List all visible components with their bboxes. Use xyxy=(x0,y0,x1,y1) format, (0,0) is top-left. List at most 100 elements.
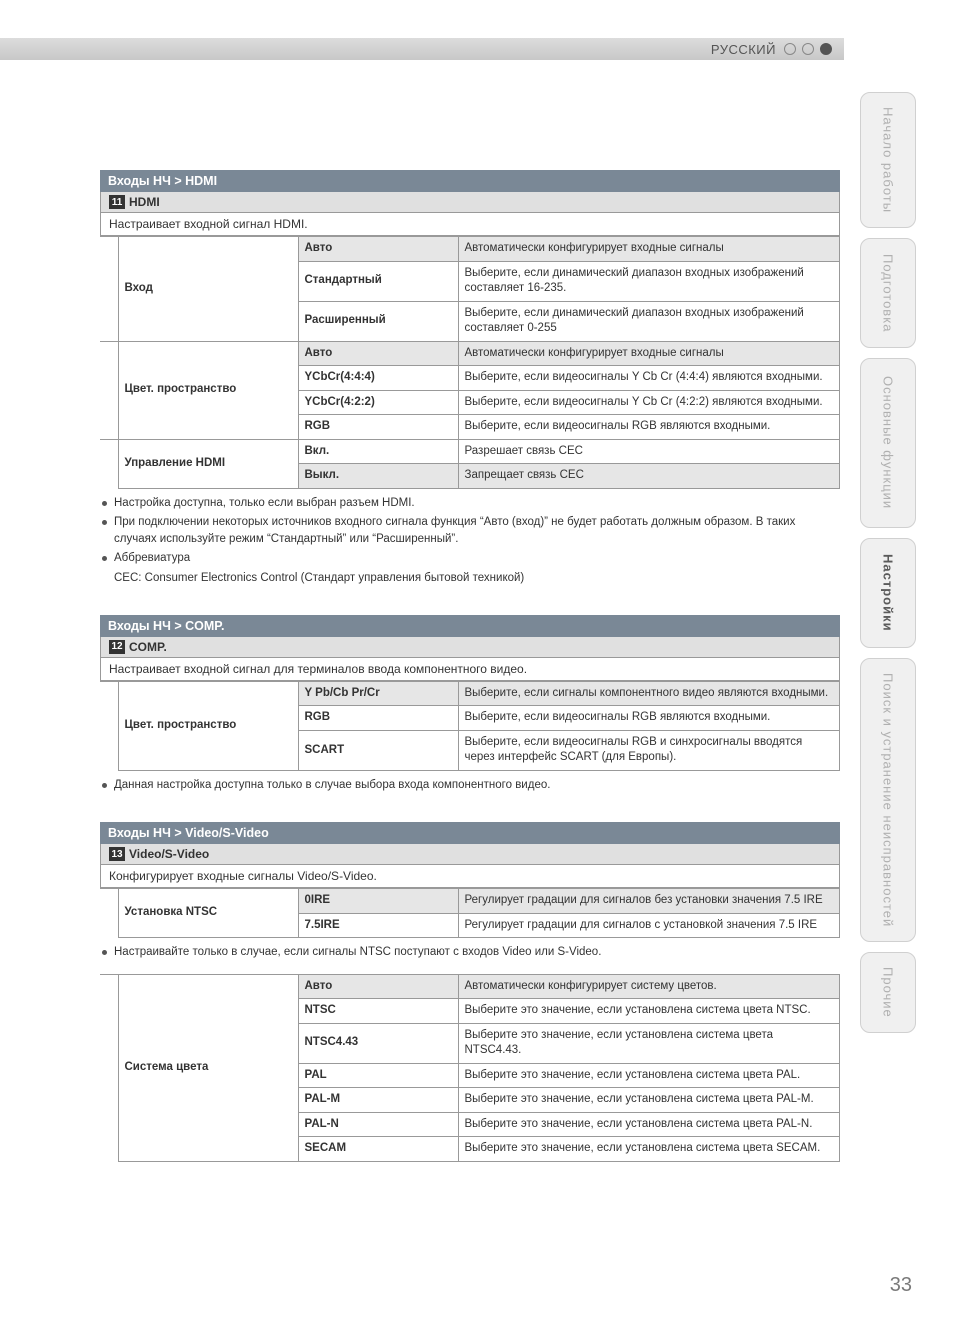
setting-option: 0IRE xyxy=(298,889,458,914)
settings-table-video-ntsc: Установка NTSC0IREРегулирует градации дл… xyxy=(100,888,840,938)
language-label: РУССКИЙ xyxy=(711,42,776,57)
setting-description: Автоматически конфигурирует входные сигн… xyxy=(458,237,840,262)
section-number: 13 xyxy=(109,847,125,861)
setting-description: Выберите это значение, если установлена … xyxy=(458,1137,840,1162)
setting-option: YCbCr(4:4:4) xyxy=(298,366,458,391)
setting-description: Выберите это значение, если установлена … xyxy=(458,1023,840,1063)
row-spacer xyxy=(100,341,118,439)
setting-option: Стандартный xyxy=(298,261,458,301)
note-item: Настройка доступна, только если выбран р… xyxy=(100,495,840,512)
setting-description: Выберите это значение, если установлена … xyxy=(458,1088,840,1113)
setting-description: Разрешает связь CEC xyxy=(458,439,840,464)
row-spacer xyxy=(100,974,118,1161)
notes-hdmi: Настройка доступна, только если выбран р… xyxy=(100,495,840,587)
section-sub-label: Video/S-Video xyxy=(129,847,209,861)
side-tab[interactable]: Поиск и устранение неисправностей xyxy=(860,658,916,942)
setting-description: Выберите, если динамический диапазон вхо… xyxy=(458,301,840,341)
top-bar: РУССКИЙ xyxy=(0,38,844,60)
setting-description: Выберите это значение, если установлена … xyxy=(458,999,840,1024)
note-item: При подключении некоторых источников вхо… xyxy=(100,514,840,549)
setting-description: Запрещает связь CEC xyxy=(458,464,840,489)
settings-table-comp: Цвет. пространствоY Pb/Cb Pr/CrВыберите,… xyxy=(100,681,840,771)
section-heading: Входы НЧ > HDMI xyxy=(100,170,840,192)
setting-description: Выберите, если динамический диапазон вхо… xyxy=(458,261,840,301)
side-tab[interactable]: Основные функции xyxy=(860,358,916,528)
setting-option: Авто xyxy=(298,341,458,366)
settings-table-hdmi: ВходАвтоАвтоматически конфигурирует вход… xyxy=(100,236,840,489)
dot-icon xyxy=(820,43,832,55)
setting-option: Авто xyxy=(298,974,458,999)
note-item: Настраивайте только в случае, если сигна… xyxy=(100,944,840,961)
setting-group-label: Вход xyxy=(118,237,298,342)
page-dots xyxy=(784,43,832,55)
setting-option: SCART xyxy=(298,730,458,770)
row-spacer xyxy=(100,439,118,488)
section-subheading: 13 Video/S-Video xyxy=(100,844,840,865)
setting-option: Авто xyxy=(298,237,458,262)
section-number: 11 xyxy=(109,195,125,209)
setting-description: Регулирует градации для сигналов с устан… xyxy=(458,913,840,938)
setting-option: NTSC4.43 xyxy=(298,1023,458,1063)
section-video: Входы НЧ > Video/S-Video 13 Video/S-Vide… xyxy=(100,822,840,1161)
row-spacer xyxy=(100,237,118,342)
section-sub-label: HDMI xyxy=(129,195,160,209)
section-comp: Входы НЧ > COMP. 12 COMP. Настраивает вх… xyxy=(100,615,840,794)
section-description: Настраивает входной сигнал HDMI. xyxy=(100,213,840,236)
setting-option: PAL-M xyxy=(298,1088,458,1113)
setting-description: Выберите, если видеосигналы RGB являются… xyxy=(458,706,840,731)
dot-icon xyxy=(784,43,796,55)
setting-description: Автоматически конфигурирует систему цвет… xyxy=(458,974,840,999)
setting-group-label: Управление HDMI xyxy=(118,439,298,488)
setting-option: RGB xyxy=(298,706,458,731)
note-item: Аббревиатура xyxy=(100,550,840,567)
setting-option: Вкл. xyxy=(298,439,458,464)
setting-description: Выберите, если видеосигналы RGB являются… xyxy=(458,415,840,440)
section-heading: Входы НЧ > Video/S-Video xyxy=(100,822,840,844)
setting-option: PAL-N xyxy=(298,1112,458,1137)
side-tab[interactable]: Настройки xyxy=(860,538,916,648)
dot-icon xyxy=(802,43,814,55)
setting-group-label: Цвет. пространство xyxy=(118,681,298,770)
settings-table-video-color: Система цветаАвтоАвтоматически конфигури… xyxy=(100,974,840,1162)
setting-option: SECAM xyxy=(298,1137,458,1162)
setting-option: NTSC xyxy=(298,999,458,1024)
setting-option: YCbCr(4:2:2) xyxy=(298,390,458,415)
note-indent: CEC: Consumer Electronics Control (Станд… xyxy=(100,570,840,587)
setting-description: Выберите это значение, если установлена … xyxy=(458,1112,840,1137)
section-number: 12 xyxy=(109,640,125,654)
setting-description: Выберите, если видеосигналы Y Cb Cr (4:4… xyxy=(458,366,840,391)
section-hdmi: Входы НЧ > HDMI 11 HDMI Настраивает вход… xyxy=(100,170,840,587)
side-tab[interactable]: Начало работы xyxy=(860,92,916,228)
section-description: Настраивает входной сигнал для терминало… xyxy=(100,658,840,681)
row-spacer xyxy=(100,681,118,770)
setting-description: Выберите, если сигналы компонентного вид… xyxy=(458,681,840,706)
setting-description: Выберите, если видеосигналы Y Cb Cr (4:2… xyxy=(458,390,840,415)
setting-option: RGB xyxy=(298,415,458,440)
side-tab[interactable]: Подготовка xyxy=(860,238,916,348)
setting-group-label: Установка NTSC xyxy=(118,889,298,938)
notes-video-mid: Настраивайте только в случае, если сигна… xyxy=(100,944,840,961)
setting-group-label: Система цвета xyxy=(118,974,298,1161)
side-tab[interactable]: Прочие xyxy=(860,952,916,1033)
setting-description: Выберите это значение, если установлена … xyxy=(458,1063,840,1088)
side-tabs: Начало работы Подготовка Основные функции Н… xyxy=(860,92,916,1033)
setting-option: PAL xyxy=(298,1063,458,1088)
section-description: Конфигурирует входные сигналы Video/S-Vi… xyxy=(100,865,840,888)
content-area: Входы НЧ > HDMI 11 HDMI Настраивает вход… xyxy=(100,170,840,1190)
setting-description: Автоматически конфигурирует входные сигн… xyxy=(458,341,840,366)
section-sub-label: COMP. xyxy=(129,640,167,654)
section-subheading: 12 COMP. xyxy=(100,637,840,658)
notes-comp: Данная настройка доступна только в случа… xyxy=(100,777,840,794)
setting-option: Расширенный xyxy=(298,301,458,341)
setting-option: Y Pb/Cb Pr/Cr xyxy=(298,681,458,706)
section-heading: Входы НЧ > COMP. xyxy=(100,615,840,637)
row-spacer xyxy=(100,889,118,938)
setting-option: 7.5IRE xyxy=(298,913,458,938)
setting-description: Регулирует градации для сигналов без уст… xyxy=(458,889,840,914)
section-subheading: 11 HDMI xyxy=(100,192,840,213)
note-item: Данная настройка доступна только в случа… xyxy=(100,777,840,794)
page-number: 33 xyxy=(890,1274,912,1297)
setting-description: Выберите, если видеосигналы RGB и синхро… xyxy=(458,730,840,770)
setting-option: Выкл. xyxy=(298,464,458,489)
setting-group-label: Цвет. пространство xyxy=(118,341,298,439)
